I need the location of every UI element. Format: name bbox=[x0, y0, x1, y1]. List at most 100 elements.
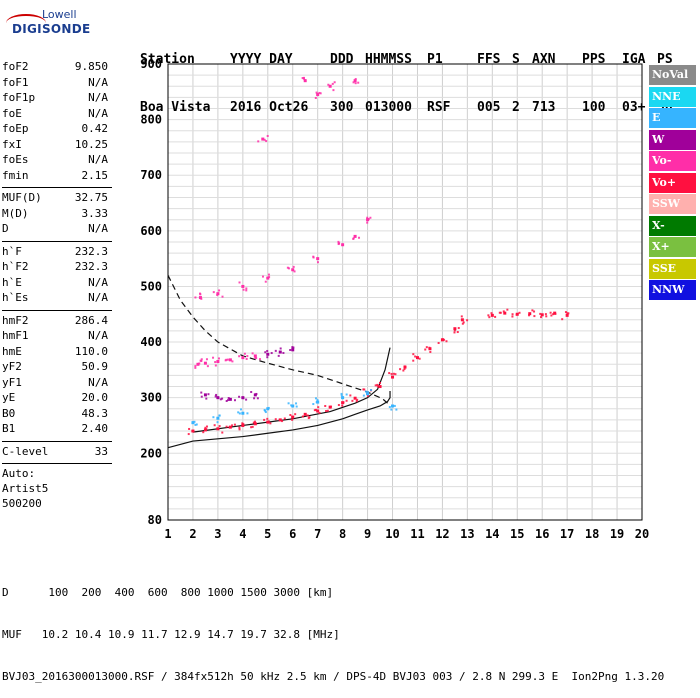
legend-item-e: E bbox=[649, 108, 696, 128]
data-point bbox=[195, 423, 198, 426]
data-point bbox=[282, 351, 285, 354]
data-point bbox=[246, 412, 249, 415]
data-point bbox=[216, 416, 220, 420]
param-name: yE bbox=[2, 391, 16, 404]
data-point bbox=[561, 318, 564, 321]
param-value: 0.42 bbox=[81, 122, 109, 135]
param-hmf2: hmF2 286.4 bbox=[2, 314, 108, 328]
data-point bbox=[437, 342, 440, 345]
data-point bbox=[291, 268, 295, 272]
param-name: foE bbox=[2, 106, 22, 120]
data-point bbox=[243, 352, 246, 355]
param-name: B0 bbox=[2, 406, 16, 420]
data-point bbox=[257, 140, 260, 143]
data-point bbox=[456, 331, 459, 334]
data-point bbox=[326, 409, 329, 412]
data-point bbox=[392, 372, 395, 375]
data-point bbox=[403, 365, 406, 368]
data-point bbox=[533, 315, 536, 318]
data-point bbox=[466, 319, 469, 322]
data-point bbox=[331, 82, 334, 85]
data-point bbox=[374, 384, 377, 387]
footer-distance-row: D 100 200 400 600 800 1000 1500 3000 [km… bbox=[2, 586, 334, 599]
data-point bbox=[278, 418, 281, 421]
data-point bbox=[242, 423, 245, 426]
auto-line-2: 500200 bbox=[2, 497, 42, 510]
legend-item-x: X- bbox=[649, 215, 696, 236]
data-point bbox=[267, 420, 270, 423]
data-point bbox=[462, 321, 465, 324]
data-point bbox=[315, 91, 318, 94]
data-point bbox=[366, 394, 369, 397]
data-point bbox=[324, 404, 327, 407]
data-point bbox=[203, 393, 207, 397]
data-point bbox=[241, 356, 245, 360]
param-value: N/A bbox=[88, 91, 108, 104]
data-point bbox=[255, 392, 258, 395]
data-point bbox=[391, 404, 395, 408]
data-point bbox=[345, 399, 348, 402]
data-point bbox=[511, 315, 514, 318]
legend-item-sse: SSE bbox=[649, 258, 696, 279]
data-point bbox=[242, 288, 245, 291]
param-value: 2.40 bbox=[81, 422, 109, 435]
data-point bbox=[367, 218, 370, 221]
param-value: N/A bbox=[88, 153, 108, 166]
data-point bbox=[203, 361, 207, 365]
y-tick-label: 400 bbox=[140, 335, 162, 349]
x-tick-label: 9 bbox=[364, 527, 371, 541]
header-labels: Station YYYY DAY DDD HHMMSS P1 FFS S AXN PPS IGA P… bbox=[140, 52, 673, 68]
data-point bbox=[461, 322, 464, 325]
data-point bbox=[313, 409, 316, 412]
data-point bbox=[554, 312, 557, 315]
x-tick-label: 16 bbox=[535, 527, 549, 541]
data-point bbox=[515, 313, 518, 316]
param-b1: B1 2.40 bbox=[2, 422, 108, 436]
data-point bbox=[314, 96, 317, 99]
data-point bbox=[198, 362, 201, 365]
legend-item-vo: Vo- bbox=[649, 151, 696, 171]
param-name: yF2 bbox=[2, 360, 22, 373]
data-point bbox=[325, 410, 328, 413]
param-name: h`E bbox=[2, 275, 22, 289]
param-name: h`F2 bbox=[2, 260, 29, 273]
header-labels-0: Station bbox=[140, 52, 195, 67]
data-point bbox=[319, 92, 322, 95]
data-point bbox=[238, 355, 241, 358]
data-point bbox=[231, 360, 234, 363]
x-tick-label: 19 bbox=[610, 527, 624, 541]
data-point bbox=[212, 291, 215, 294]
header-labels-8: PPS bbox=[582, 52, 606, 67]
data-point bbox=[279, 347, 282, 350]
data-point bbox=[443, 338, 446, 341]
data-point bbox=[274, 418, 277, 421]
data-point bbox=[291, 415, 294, 418]
param-name: hmF2 bbox=[2, 313, 29, 327]
param-separator bbox=[2, 240, 112, 242]
data-point bbox=[270, 352, 273, 355]
data-point bbox=[219, 398, 222, 401]
data-point bbox=[425, 346, 428, 349]
data-point bbox=[281, 420, 284, 423]
data-point bbox=[228, 358, 232, 362]
data-point bbox=[518, 311, 521, 314]
data-point bbox=[194, 366, 197, 369]
data-point bbox=[340, 392, 343, 395]
data-point bbox=[200, 391, 203, 394]
param-separator bbox=[2, 187, 112, 188]
param-separator bbox=[2, 309, 112, 311]
data-point bbox=[277, 354, 280, 357]
data-point bbox=[291, 346, 294, 349]
data-point bbox=[352, 237, 355, 240]
data-point bbox=[225, 399, 228, 402]
param-value: N/A bbox=[88, 291, 108, 304]
data-point bbox=[552, 313, 555, 316]
data-point bbox=[266, 276, 270, 280]
data-point bbox=[263, 138, 266, 141]
lowell-digisonde-logo: Lowell DIGISONDE bbox=[6, 8, 90, 42]
data-point bbox=[251, 425, 254, 428]
data-point bbox=[218, 289, 221, 292]
y-tick-label: 900 bbox=[140, 57, 162, 71]
y-tick-label: 600 bbox=[140, 224, 162, 238]
data-point bbox=[303, 79, 306, 82]
